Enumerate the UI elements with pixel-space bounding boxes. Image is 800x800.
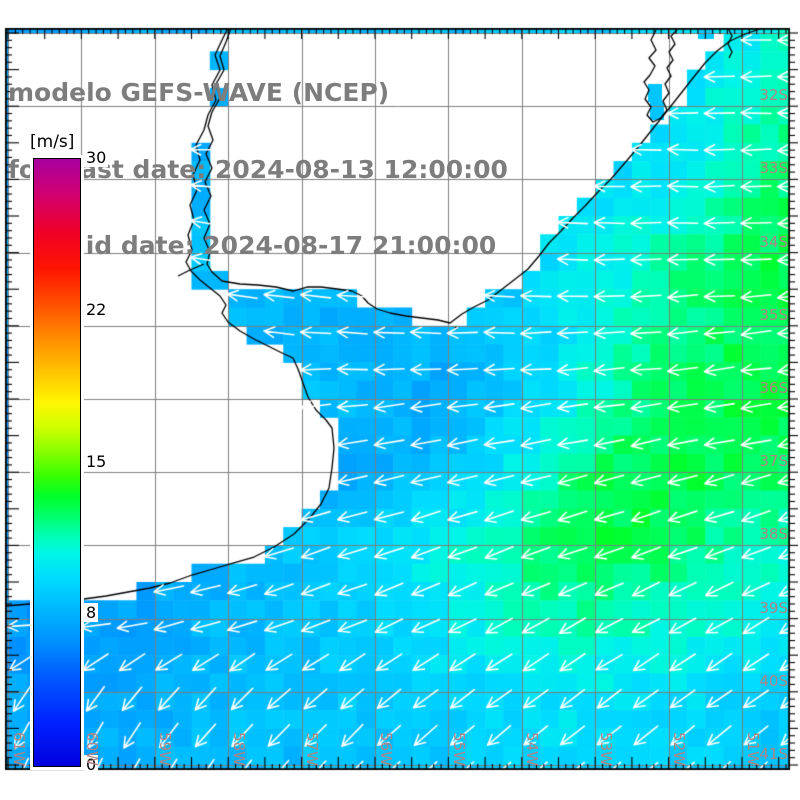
title-valid-date: valid date: 2024-08-17 21:00:00 — [44, 231, 497, 260]
lon-tick-label: 58W — [229, 732, 248, 766]
lon-tick-label: 60W — [82, 732, 101, 766]
lon-tick-label: 56W — [376, 732, 395, 766]
title-forecast-date: forecast date: 2024-08-13 12:00:00 — [8, 154, 508, 184]
lat-tick-label: 35S — [759, 305, 788, 324]
lon-tick-label: 53W — [596, 732, 615, 766]
lon-tick-label: 59W — [156, 732, 175, 766]
colorbar-tick-label: 30 — [84, 148, 109, 167]
lat-tick-label: 40S — [759, 671, 788, 690]
lat-tick-label: 37S — [759, 452, 788, 471]
lat-tick-label: 34S — [759, 232, 788, 251]
lat-tick-label: 36S — [759, 379, 788, 397]
lon-tick-label: 54W — [523, 732, 542, 766]
title-block: modelo GEFS-WAVE (NCEP) forecast date: 2… — [8, 29, 508, 310]
colorbar-tick-label: 15 — [84, 451, 109, 471]
colorbar — [33, 158, 81, 767]
title-model-line: modelo GEFS-WAVE (NCEP) — [8, 78, 390, 107]
lat-tick-label: 41S — [759, 745, 788, 763]
lat-tick-label: 38S — [759, 525, 788, 544]
lat-tick-label: 39S — [759, 598, 788, 617]
colorbar-tick-label: 8 — [84, 603, 99, 623]
lat-tick-label: 33S — [759, 159, 788, 178]
colorbar-tick-label: 22 — [84, 299, 109, 319]
colorbar-tick-label: 0 — [84, 755, 99, 774]
colorbar-unit-label: [m/s] — [30, 132, 75, 152]
lon-tick-label: 55W — [449, 732, 468, 766]
lon-tick-label: 57W — [303, 732, 322, 766]
lon-tick-label: 61W — [9, 732, 28, 766]
lat-tick-label: 32S — [759, 86, 788, 105]
lon-tick-label: 52W — [670, 732, 689, 766]
